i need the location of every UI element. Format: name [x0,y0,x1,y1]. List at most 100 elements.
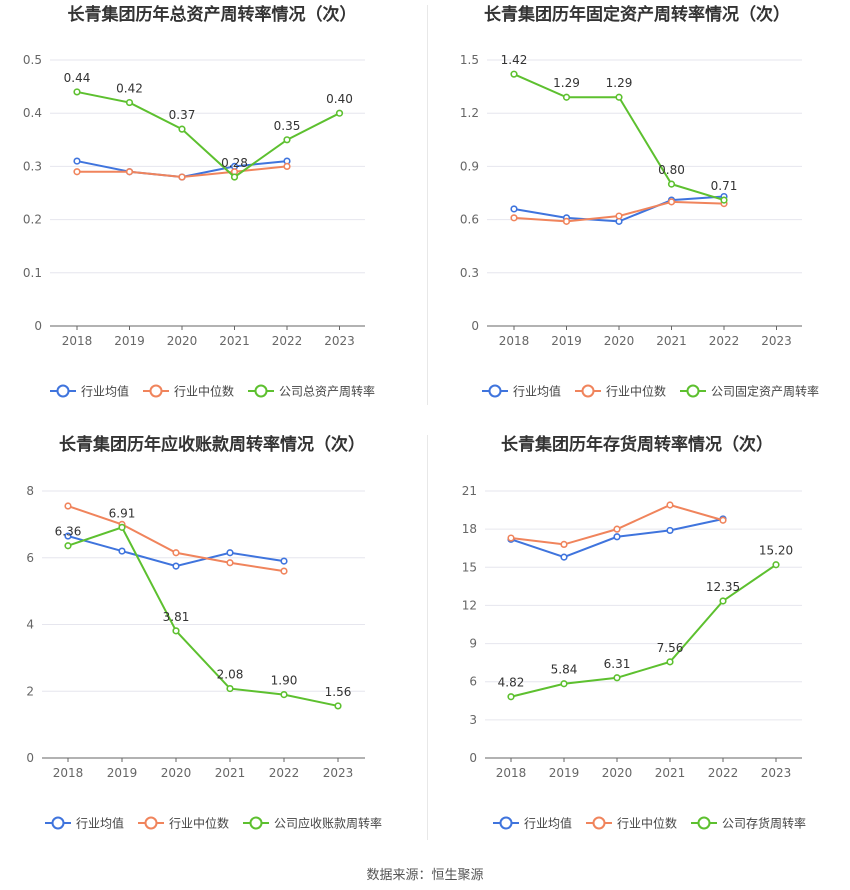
data-label: 0.28 [221,156,248,170]
data-point-industry_avg [73,157,81,165]
legend-marker-industry_median [144,816,158,830]
data-point-industry_avg [510,205,518,213]
x-tick-label: 2018 [62,334,93,348]
data-point-company [283,136,291,144]
source-note: 数据来源：恒生聚源 [366,868,484,883]
legend-marker-industry_avg [488,384,502,398]
legend-marker-company [686,384,700,398]
x-tick-label: 2023 [761,334,792,348]
y-tick-label: 0 [26,751,34,765]
series-line-industry_median [67,505,285,573]
vertical-divider-bottom [427,435,428,840]
data-point-company [667,180,676,188]
data-point-company [507,693,515,701]
data-point-industry_avg [560,553,568,561]
data-point-company [719,597,727,605]
legend-label-industry_median: 行业中位数 [174,384,234,399]
y-tick-label: 21 [462,484,477,498]
legend-marker-company [249,816,263,830]
data-label: 0.35 [274,119,301,133]
data-label: 15.20 [759,544,793,558]
data-label: 6.91 [109,506,136,520]
data-label: 0.80 [658,163,685,177]
x-tick-label: 2019 [114,334,145,348]
x-tick-label: 2019 [107,766,138,780]
data-point-industry_avg [118,547,126,555]
legend-label-company: 公司应收账款周转率 [274,816,382,831]
y-tick-label: 0.2 [23,213,42,227]
legend-marker-industry_median [149,384,163,398]
legend-marker-company [697,816,711,830]
y-tick-label: 9 [469,637,477,651]
data-label: 0.44 [64,71,91,85]
data-label: 1.42 [501,53,528,67]
x-tick-label: 2020 [604,334,635,348]
data-point-industry_median [667,198,676,206]
legend-label-industry_avg: 行业均值 [513,384,561,399]
chart-title: 长青集团历年应收账款周转率情况（次） [59,434,365,455]
chart-title: 长青集团历年存货周转率情况（次） [501,434,773,455]
legend-label-industry_avg: 行业均值 [81,384,129,399]
data-label: 4.82 [498,676,525,690]
x-tick-label: 2018 [496,766,527,780]
data-label: 5.84 [551,663,578,677]
legend-label-industry_median: 行业中位数 [169,816,229,831]
x-tick-label: 2023 [324,334,355,348]
data-point-industry_avg [280,557,288,565]
data-point-company [334,702,342,710]
data-label: 6.36 [55,525,82,539]
y-tick-label: 1.2 [460,106,479,120]
data-point-industry_median [64,502,72,510]
y-tick-label: 0.6 [460,213,479,227]
data-label: 0.42 [116,82,143,96]
chart-total-asset-turnover: 长青集团历年总资产周转率情况（次） 0 0.1 0.2 0.3 0.4 0.5 2018 201… [23,4,375,399]
data-point-industry_median [615,212,623,220]
x-tick-label: 2018 [499,334,530,348]
x-tick-label: 2021 [656,334,687,348]
y-tick-label: 0 [471,319,479,333]
y-tick-label: 18 [462,522,477,536]
y-tick-label: 15 [462,560,477,574]
data-point-industry_median [560,540,568,548]
data-point-industry_avg [226,549,234,557]
x-tick-label: 2022 [708,766,739,780]
legend-label-industry_median: 行业中位数 [617,816,677,831]
data-point-industry_median [283,162,291,170]
data-point-company [510,70,518,78]
x-tick-label: 2020 [167,334,198,348]
y-tick-label: 0.3 [460,266,479,280]
data-point-industry_median [507,534,515,542]
chart-panel-total-asset-turnover: 长青集团历年总资产周转率情况（次） 0 0.1 0.2 0.3 0.4 0.5 2018 201… [0,0,425,420]
legend-label-company: 公司固定资产周转率 [711,384,819,399]
y-tick-label: 0.1 [23,266,42,280]
data-point-company [666,658,674,666]
vertical-divider-top [427,5,428,405]
data-label: 6.31 [604,657,631,671]
x-tick-label: 2019 [551,334,582,348]
data-label: 1.56 [325,685,352,699]
data-point-company [172,627,180,635]
x-tick-label: 2020 [602,766,633,780]
series-line-company [67,526,339,707]
data-point-company [64,542,72,550]
chart-panel-inventory-turnover: 长青集团历年存货周转率情况（次） 0 3 6 9 12 15 18 21 2018 2019 2020… [425,430,850,850]
y-tick-label: 0.9 [460,159,479,173]
legend-label-industry_avg: 行业均值 [524,816,572,831]
data-point-industry_median [510,214,518,222]
y-tick-label: 4 [26,618,34,632]
series-line-company [76,90,340,179]
legend-marker-industry_avg [499,816,513,830]
y-tick-label: 0.4 [23,106,42,120]
data-point-industry_avg [172,562,180,570]
x-tick-label: 2022 [272,334,303,348]
x-tick-label: 2019 [549,766,580,780]
legend-label-industry_avg: 行业均值 [76,816,124,831]
legend-marker-company [254,384,268,398]
y-tick-label: 3 [469,713,477,727]
data-label: 0.40 [326,92,353,106]
y-tick-label: 6 [26,551,34,565]
data-point-industry_median [226,559,234,567]
x-tick-label: 2021 [655,766,686,780]
data-label: 1.90 [271,674,298,688]
legend-label-company: 公司存货周转率 [722,816,806,831]
